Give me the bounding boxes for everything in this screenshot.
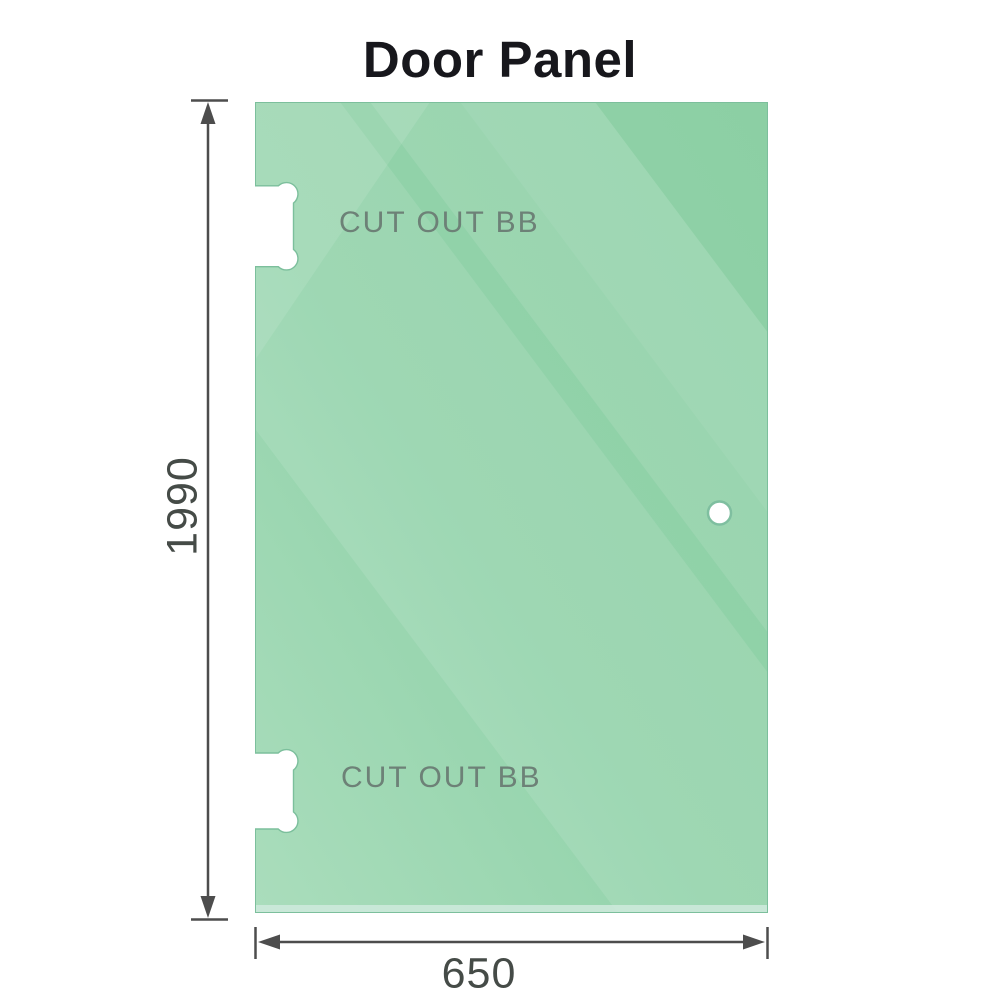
hinge-cutout-top xyxy=(252,181,299,271)
hinge-cutout-bottom-outline xyxy=(255,748,299,834)
page-title: Door Panel xyxy=(362,31,638,88)
cutout-top-label: CUT OUT BB xyxy=(339,206,540,239)
height-dimension-arrow-up xyxy=(200,102,216,124)
cutout-bottom-label: CUT OUT BB xyxy=(341,761,542,794)
height-dimension-label: 1990 xyxy=(158,456,207,556)
handle-hole xyxy=(706,500,733,526)
glass-bottom-edge-highlight xyxy=(255,905,768,913)
width-dimension-arrow-left xyxy=(258,934,280,950)
hinge-cutout-bottom xyxy=(252,748,299,834)
hinge-cutout-top-outline xyxy=(255,181,299,271)
glass-panel-body xyxy=(255,102,768,913)
width-dimension xyxy=(254,927,769,959)
glass-panel-border xyxy=(255,102,768,913)
hinge-cutout-top-fill xyxy=(252,182,298,270)
width-dimension-label: 650 xyxy=(441,949,517,998)
glass-panel xyxy=(255,102,768,913)
height-dimension xyxy=(191,99,228,921)
hinge-cutout-bottom-fill xyxy=(252,749,298,833)
glass-streaks xyxy=(255,102,768,913)
width-dimension-arrow-right xyxy=(743,934,765,950)
height-dimension-arrow-down xyxy=(200,896,216,918)
